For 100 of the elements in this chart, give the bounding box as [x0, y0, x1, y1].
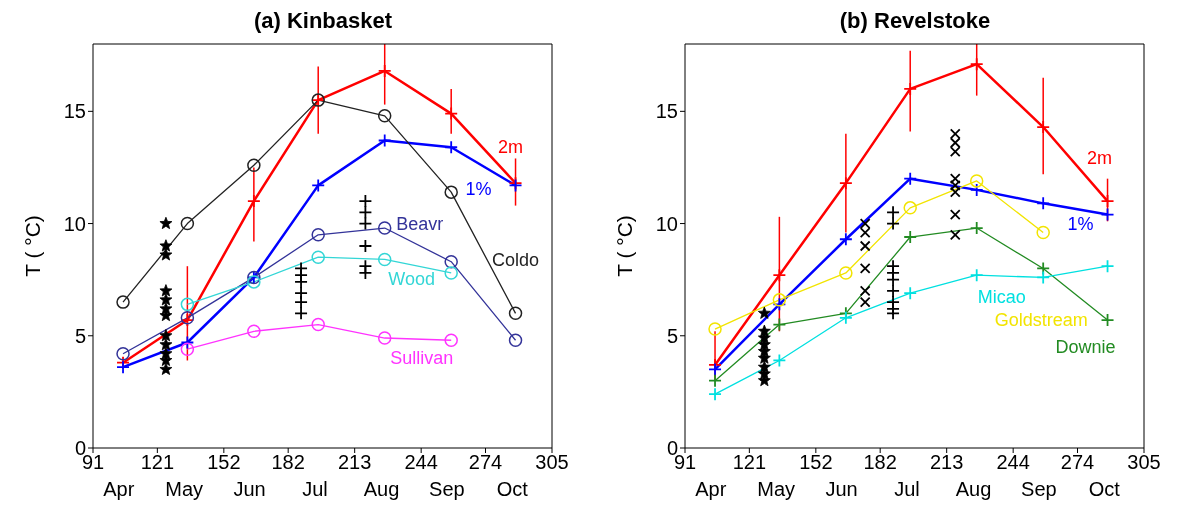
point	[444, 185, 458, 199]
point	[377, 64, 392, 78]
point	[886, 272, 900, 287]
point	[949, 229, 961, 241]
point	[886, 205, 900, 220]
y-tick-label: 15	[655, 100, 678, 123]
point	[159, 284, 173, 297]
point	[949, 180, 961, 191]
point	[969, 221, 984, 235]
point	[949, 173, 961, 185]
point	[508, 306, 523, 321]
point	[903, 286, 918, 301]
point	[903, 230, 918, 244]
point	[969, 268, 984, 283]
point	[859, 218, 871, 229]
point	[708, 322, 722, 336]
point	[159, 216, 173, 230]
series-label: Micao	[977, 286, 1026, 307]
point	[708, 373, 722, 388]
point	[159, 239, 173, 252]
x-tick-label: 274	[468, 451, 503, 474]
x-tick-label: 213	[337, 451, 372, 474]
text: Oct	[496, 478, 529, 501]
point	[949, 128, 961, 140]
series-label: 1%	[1067, 214, 1094, 235]
y-tick-label: 5	[74, 324, 86, 347]
point	[772, 353, 787, 368]
y-axis-title: T ( °C)	[21, 215, 45, 277]
point	[859, 240, 871, 252]
point	[116, 346, 130, 361]
text: Sep	[1021, 478, 1057, 501]
series-label: 2m	[1087, 147, 1113, 168]
point	[444, 254, 458, 269]
y-tick-label: 5	[666, 324, 678, 347]
text: Oct	[1088, 478, 1121, 501]
point	[1036, 225, 1050, 240]
text: Apr	[103, 478, 135, 501]
point	[358, 205, 373, 220]
point	[294, 275, 308, 289]
point	[949, 137, 961, 149]
point	[180, 335, 195, 350]
x-tick-label: 152	[799, 451, 833, 474]
point	[444, 140, 459, 155]
point	[757, 306, 771, 319]
series-label: 1%	[465, 179, 492, 200]
y-axis-title: T ( °C)	[613, 215, 637, 277]
point	[838, 310, 853, 325]
point	[116, 360, 130, 375]
x-tick-label: 244	[404, 451, 438, 474]
point	[377, 109, 392, 123]
point	[159, 329, 173, 342]
series-label: Beavr	[396, 213, 444, 234]
point	[1036, 270, 1051, 285]
y-tick-label: 10	[655, 212, 678, 235]
text: May	[757, 478, 796, 501]
point	[159, 362, 173, 375]
point	[444, 266, 458, 280]
point	[377, 133, 392, 148]
point	[1100, 259, 1115, 274]
x-tick-label: 182	[863, 451, 897, 474]
point	[311, 250, 325, 264]
text: May	[165, 478, 204, 501]
point	[859, 263, 871, 274]
point	[903, 81, 918, 96]
text: Jul	[302, 478, 328, 501]
x-tick-label: 152	[207, 451, 241, 474]
point	[772, 317, 787, 332]
x-tick-label: 274	[1060, 451, 1095, 474]
point	[772, 297, 787, 312]
point	[886, 283, 900, 298]
chart-title: (b) Revelstoke	[838, 8, 992, 34]
point	[247, 324, 261, 339]
x-tick-label: 121	[140, 451, 175, 474]
text: Apr	[695, 478, 727, 501]
point	[859, 296, 871, 308]
series-label: Wood	[388, 269, 436, 290]
point	[772, 293, 787, 307]
point	[311, 178, 326, 193]
point	[838, 176, 853, 191]
point	[311, 317, 325, 332]
point	[358, 216, 373, 231]
point	[886, 216, 900, 231]
point	[311, 228, 325, 242]
point	[377, 221, 392, 235]
point	[949, 186, 961, 198]
point	[508, 333, 523, 348]
series-label: 2m	[498, 136, 524, 157]
point	[1100, 313, 1115, 327]
point	[444, 333, 458, 348]
point	[1036, 120, 1051, 134]
point	[949, 146, 961, 158]
point	[839, 266, 853, 280]
point	[358, 239, 373, 253]
point	[859, 285, 871, 297]
point	[1036, 196, 1051, 211]
point	[1100, 194, 1115, 209]
series-label: Downie	[1055, 336, 1116, 357]
point	[772, 268, 787, 283]
point	[116, 295, 130, 309]
x-tick-label: 305	[1127, 451, 1161, 474]
